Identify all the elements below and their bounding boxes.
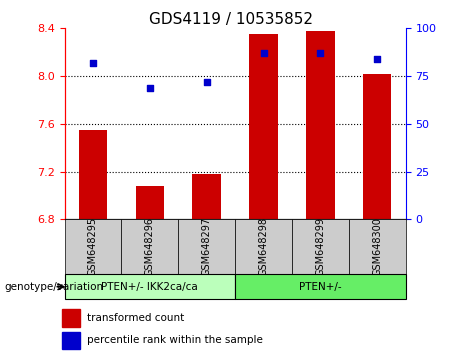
Bar xyxy=(363,74,391,219)
Bar xyxy=(292,219,349,274)
Bar xyxy=(249,34,278,219)
Bar xyxy=(121,219,178,274)
Bar xyxy=(235,219,292,274)
Bar xyxy=(79,130,107,219)
Point xyxy=(317,50,324,56)
Text: GSM648296: GSM648296 xyxy=(145,217,155,276)
Bar xyxy=(136,186,164,219)
Bar xyxy=(65,274,235,299)
Bar xyxy=(62,309,80,327)
Bar xyxy=(62,332,80,349)
Point xyxy=(146,85,154,90)
Text: transformed count: transformed count xyxy=(87,313,184,323)
Text: percentile rank within the sample: percentile rank within the sample xyxy=(87,335,263,345)
Text: GDS4119 / 10535852: GDS4119 / 10535852 xyxy=(148,12,313,27)
Text: GSM648295: GSM648295 xyxy=(88,217,98,276)
Bar xyxy=(235,274,406,299)
Point xyxy=(373,56,381,62)
Bar xyxy=(306,31,335,219)
Text: GSM648300: GSM648300 xyxy=(372,217,382,276)
Point xyxy=(260,50,267,56)
Bar xyxy=(178,219,235,274)
Point xyxy=(203,79,210,85)
Text: PTEN+/- IKK2ca/ca: PTEN+/- IKK2ca/ca xyxy=(101,282,198,292)
Text: GSM648299: GSM648299 xyxy=(315,217,325,276)
Text: genotype/variation: genotype/variation xyxy=(5,282,104,292)
Bar xyxy=(349,219,406,274)
Bar xyxy=(65,219,121,274)
Bar xyxy=(193,174,221,219)
Text: PTEN+/-: PTEN+/- xyxy=(299,282,342,292)
Text: GSM648298: GSM648298 xyxy=(259,217,269,276)
Point xyxy=(89,60,97,65)
Text: GSM648297: GSM648297 xyxy=(201,217,212,276)
